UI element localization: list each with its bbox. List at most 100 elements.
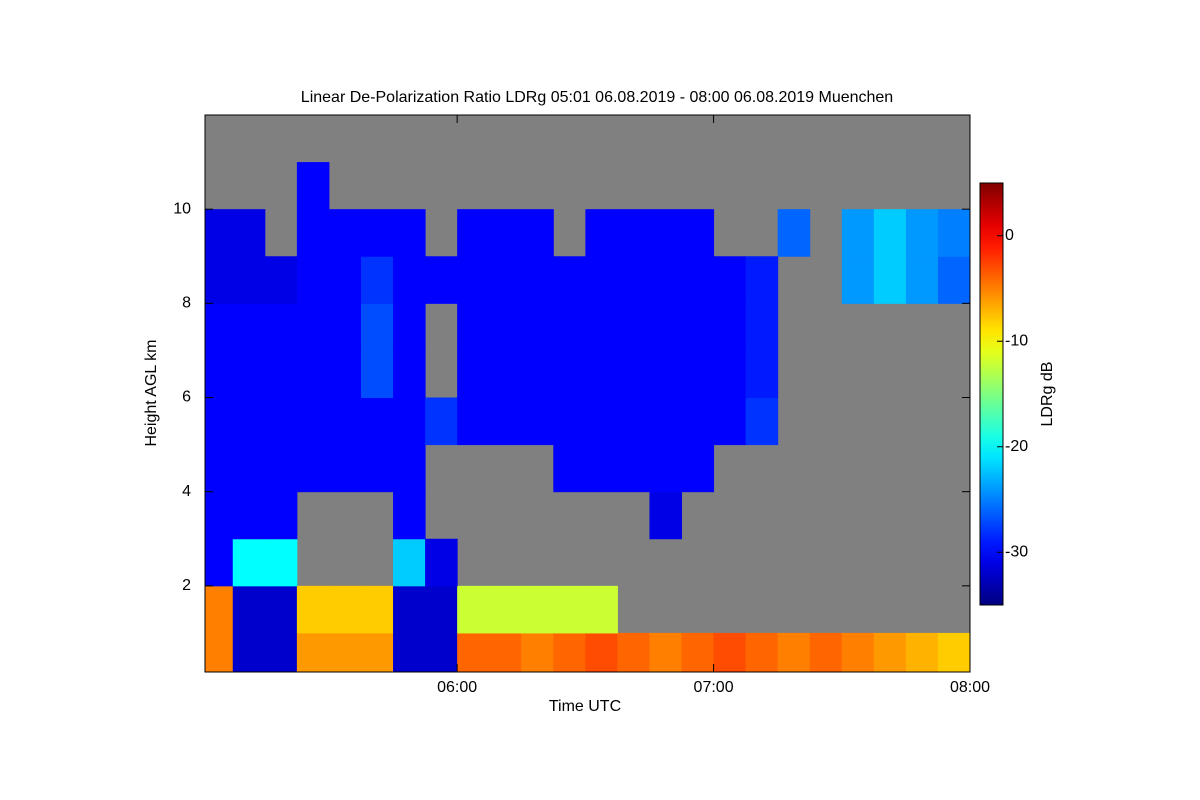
heatmap-cell [296, 209, 330, 257]
heatmap-cell [489, 585, 522, 634]
heatmap-cell [617, 350, 650, 399]
heatmap-cell [232, 256, 266, 304]
heatmap-cell [393, 585, 426, 634]
heatmap-cell [809, 632, 843, 672]
heatmap-cell [713, 397, 747, 446]
heatmap-cell [521, 585, 554, 634]
heatmap-cell [457, 350, 490, 399]
heatmap-cell [585, 303, 618, 351]
heatmap-cell [264, 444, 298, 493]
heatmap-cell [393, 256, 426, 304]
heatmap-cell [232, 444, 266, 493]
heatmap-cell [328, 585, 362, 634]
heatmap-cell [457, 209, 490, 257]
heatmap-cell [360, 350, 394, 399]
heatmap-cell [425, 256, 458, 304]
heatmap-cell [264, 397, 298, 446]
heatmap-cell [457, 256, 490, 304]
heatmap-cell [296, 632, 330, 672]
x-axis-label: Time UTC [549, 698, 621, 715]
heatmap-cell [489, 209, 522, 257]
heatmap-cell [328, 209, 362, 257]
y-tick-label: 4 [182, 483, 191, 500]
heatmap-cell [393, 303, 426, 351]
heatmap-cell [905, 209, 939, 257]
heatmap-cell [649, 209, 683, 257]
heatmap-cell [489, 632, 522, 672]
heatmap-cell [841, 256, 875, 304]
heatmap-cell [617, 444, 650, 493]
heatmap-cell [553, 444, 586, 493]
heatmap-cell [457, 397, 490, 446]
heatmap-cell [617, 303, 650, 351]
heatmap-cell [777, 209, 811, 257]
heatmap-cell [232, 585, 266, 634]
heatmap-cell [296, 444, 330, 493]
heatmap-cell [205, 256, 234, 304]
heatmap-cell [681, 397, 715, 446]
heatmap-cell [393, 209, 426, 257]
heatmap-cell [585, 209, 618, 257]
heatmap-cell [521, 209, 554, 257]
heatmap-cell [425, 632, 458, 672]
heatmap-cell [457, 585, 490, 634]
heatmap-cell [489, 350, 522, 399]
heatmap-cell [905, 256, 939, 304]
heatmap-cell [553, 397, 586, 446]
heatmap-cell [553, 350, 586, 399]
heatmap-cell [585, 256, 618, 304]
heatmap-cells [205, 162, 970, 672]
heatmap-cell [585, 397, 618, 446]
heatmap-cell [205, 538, 234, 587]
heatmap-cell [649, 632, 683, 672]
heatmap-cell [713, 256, 747, 304]
heatmap-cell [713, 350, 747, 399]
heatmap-cell [328, 397, 362, 446]
heatmap-cell [745, 397, 779, 446]
heatmap-cell [649, 350, 683, 399]
heatmap-cell [328, 256, 362, 304]
heatmap-cell [425, 585, 458, 634]
heatmap-cell [393, 444, 426, 493]
heatmap-cell [841, 209, 875, 257]
heatmap-cell [745, 632, 779, 672]
heatmap-cell [745, 256, 779, 304]
plot-frame [204, 114, 971, 673]
heatmap-cell [489, 397, 522, 446]
x-tick-label: 07:00 [694, 679, 734, 696]
heatmap-cell [360, 209, 394, 257]
heatmap-cell [232, 303, 266, 351]
heatmap-cell [553, 632, 586, 672]
heatmap-cell [393, 538, 426, 587]
heatmap-cell [873, 632, 907, 672]
heatmap-cell [585, 350, 618, 399]
heatmap-cell [232, 350, 266, 399]
heatmap-cell [713, 632, 747, 672]
heatmap-cell [873, 256, 907, 304]
heatmap-cell [585, 585, 618, 634]
heatmap-cell [296, 397, 330, 446]
x-tick-label: 08:00 [950, 679, 990, 696]
heatmap-cell [617, 209, 650, 257]
heatmap-cell [489, 303, 522, 351]
heatmap-cell [205, 397, 234, 446]
heatmap-cell [649, 303, 683, 351]
heatmap-cell [713, 303, 747, 351]
heatmap-cell [328, 444, 362, 493]
heatmap-cell [617, 632, 650, 672]
heatmap-cell [681, 256, 715, 304]
y-tick-label: 2 [182, 577, 191, 594]
heatmap-cell [205, 585, 234, 634]
colorbar-tick-label: 0 [1005, 227, 1014, 244]
heatmap-cell [296, 350, 330, 399]
y-axis-label: Height AGL km [143, 339, 160, 446]
heatmap-cell [745, 303, 779, 351]
heatmap-cell [328, 350, 362, 399]
heatmap-cell [264, 491, 298, 540]
heatmap-cell [296, 585, 330, 634]
heatmap-cell [457, 632, 490, 672]
heatmap-cell [360, 444, 394, 493]
heatmap-cell [745, 350, 779, 399]
y-tick-label: 6 [182, 389, 191, 406]
heatmap-cell [360, 303, 394, 351]
